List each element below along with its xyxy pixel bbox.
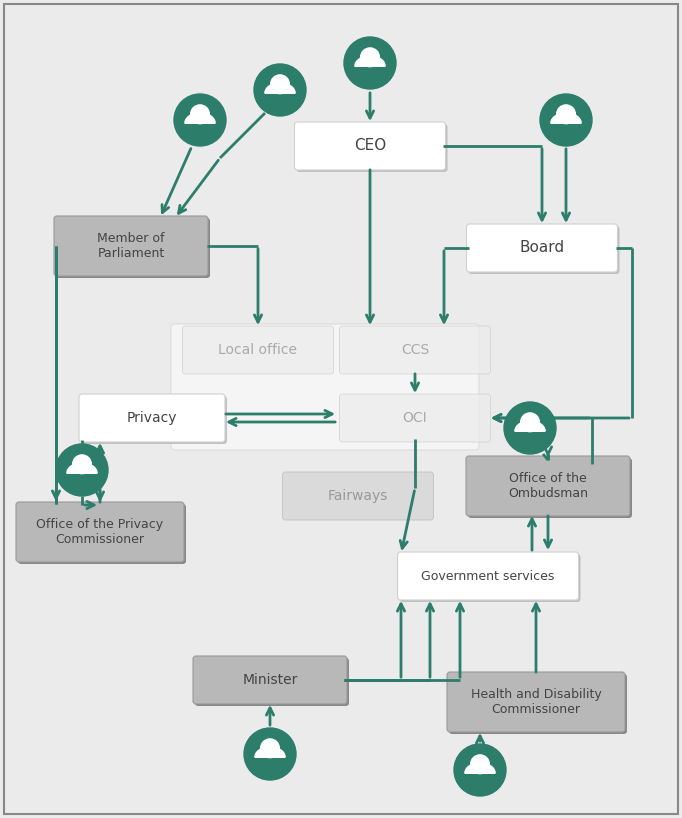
FancyBboxPatch shape [183,326,333,374]
Text: Fairways: Fairways [328,489,388,503]
FancyBboxPatch shape [297,124,447,172]
Polygon shape [67,463,97,473]
FancyBboxPatch shape [16,502,184,562]
FancyBboxPatch shape [195,658,349,706]
Text: CEO: CEO [354,138,386,154]
Circle shape [174,94,226,146]
FancyBboxPatch shape [447,672,625,732]
Polygon shape [515,421,545,431]
Text: Local office: Local office [218,343,297,357]
Circle shape [56,444,108,496]
Circle shape [261,739,280,757]
Polygon shape [465,763,495,773]
FancyBboxPatch shape [54,216,208,276]
Circle shape [244,728,296,780]
Circle shape [504,402,556,454]
Text: Board: Board [520,240,565,255]
FancyBboxPatch shape [398,552,578,600]
FancyBboxPatch shape [282,472,434,520]
Polygon shape [255,747,285,757]
FancyBboxPatch shape [340,394,490,442]
Text: OCI: OCI [402,411,428,425]
Circle shape [254,64,306,116]
FancyBboxPatch shape [400,554,580,602]
FancyBboxPatch shape [468,458,632,518]
FancyBboxPatch shape [79,394,225,442]
Circle shape [191,105,209,124]
Circle shape [520,413,539,432]
Circle shape [540,94,592,146]
FancyBboxPatch shape [466,456,630,516]
FancyBboxPatch shape [81,396,227,444]
FancyBboxPatch shape [18,504,186,564]
Polygon shape [185,113,215,124]
FancyBboxPatch shape [469,226,619,274]
Circle shape [361,48,379,66]
FancyBboxPatch shape [193,656,347,704]
FancyBboxPatch shape [171,324,479,450]
Text: Privacy: Privacy [127,411,177,425]
Circle shape [271,75,289,93]
Text: Member of
Parliament: Member of Parliament [98,232,165,260]
Circle shape [471,755,490,774]
Circle shape [454,744,506,796]
FancyBboxPatch shape [340,326,490,374]
Text: Government services: Government services [421,569,554,582]
FancyBboxPatch shape [449,674,627,734]
Text: Office of the
Ombudsman: Office of the Ombudsman [508,472,588,500]
Text: CCS: CCS [401,343,429,357]
Text: Health and Disability
Commissioner: Health and Disability Commissioner [471,688,602,716]
Polygon shape [355,56,385,66]
Circle shape [344,37,396,89]
FancyBboxPatch shape [466,224,617,272]
Text: Minister: Minister [242,673,297,687]
Polygon shape [551,113,581,124]
Text: Office of the Privacy
Commissioner: Office of the Privacy Commissioner [36,518,164,546]
FancyBboxPatch shape [56,218,210,278]
Polygon shape [265,83,295,93]
FancyBboxPatch shape [295,122,445,170]
Circle shape [73,455,91,474]
Circle shape [557,105,576,124]
